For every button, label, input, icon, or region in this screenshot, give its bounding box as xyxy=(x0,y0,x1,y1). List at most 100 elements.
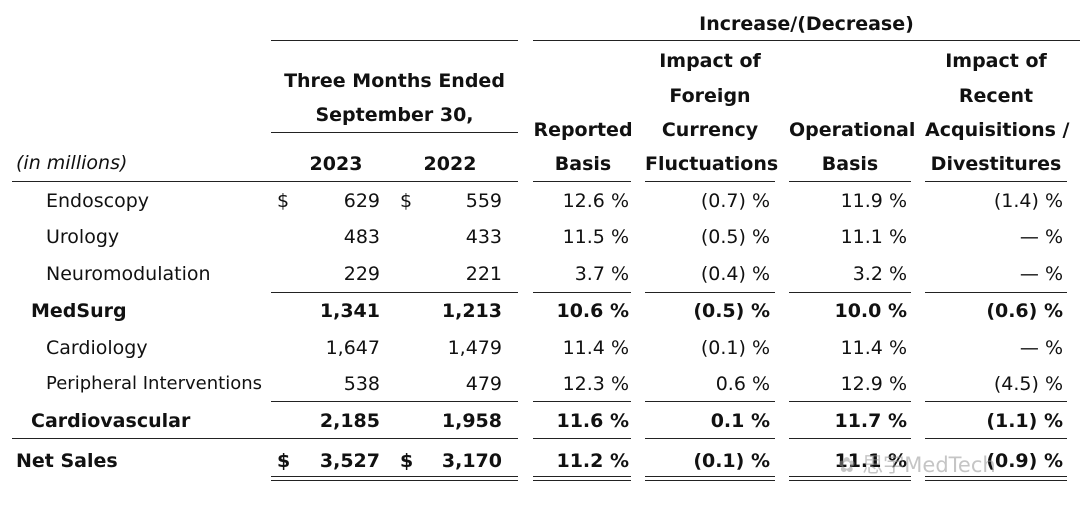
currency-symbol: $ xyxy=(277,190,290,212)
value-2022: 1,213 xyxy=(441,300,502,322)
increase-decrease-header: Increase/(Decrease) xyxy=(699,13,914,35)
subtotal-rule xyxy=(271,401,518,402)
row-label: MedSurg xyxy=(31,300,127,322)
reported-basis: 3.7 % xyxy=(574,263,629,285)
header-bottom-rule xyxy=(533,181,631,182)
period-header-line1: Three Months Ended xyxy=(284,70,505,92)
operational-basis: 12.9 % xyxy=(840,373,907,395)
wechat-icon: ✿ xyxy=(838,453,856,477)
reported-basis: 11.5 % xyxy=(562,226,629,248)
fx-impact: 0.1 % xyxy=(710,410,770,432)
acquisitions-impact: (1.4) % xyxy=(993,190,1063,212)
acquisitions-impact: — % xyxy=(1019,226,1063,248)
header-rule xyxy=(533,40,1080,41)
fx-impact: 0.6 % xyxy=(715,373,770,395)
reported-basis: 12.6 % xyxy=(562,190,629,212)
subtotal-rule xyxy=(533,401,631,402)
year-2023-header: 2023 xyxy=(309,153,363,175)
subtotal-rule xyxy=(789,292,911,293)
double-underline xyxy=(533,476,631,481)
header-bottom-rule xyxy=(12,181,518,182)
fx-impact: (0.1) % xyxy=(693,450,770,472)
period-rule xyxy=(271,132,518,133)
double-underline xyxy=(789,476,911,481)
value-2022: 1,958 xyxy=(441,410,502,432)
fx-impact: (0.5) % xyxy=(700,226,770,248)
total-rule xyxy=(12,438,518,439)
double-underline xyxy=(925,476,1067,481)
operational-header-line1: Operational xyxy=(789,119,916,141)
value-2023: 2,185 xyxy=(319,410,380,432)
fx-impact: (0.7) % xyxy=(700,190,770,212)
total-rule xyxy=(789,438,911,439)
row-label: Urology xyxy=(46,226,120,248)
header-bottom-rule xyxy=(645,181,775,182)
value-2022: 559 xyxy=(465,190,502,212)
acq-header-line1: Impact of xyxy=(945,50,1047,72)
double-underline xyxy=(271,476,518,481)
row-label: Peripheral Interventions xyxy=(46,373,262,394)
value-2023: 538 xyxy=(343,373,380,395)
fx-header-line3: Currency xyxy=(661,119,759,141)
acq-header-line3: Acquisitions / xyxy=(925,119,1070,141)
acquisitions-impact: (0.9) % xyxy=(986,450,1063,472)
reported-basis: 11.6 % xyxy=(556,410,629,432)
operational-header-line2: Basis xyxy=(821,153,879,175)
reported-header-line2: Basis xyxy=(554,153,612,175)
currency-symbol: $ xyxy=(400,190,413,212)
fx-impact: (0.1) % xyxy=(700,337,770,359)
value-2022: 3,170 xyxy=(441,450,502,472)
subtotal-rule xyxy=(925,292,1067,293)
operational-basis: 11.1 % xyxy=(840,226,907,248)
fx-header-line1: Impact of xyxy=(659,50,761,72)
total-rule xyxy=(645,438,775,439)
subtotal-rule xyxy=(789,401,911,402)
subtotal-rule xyxy=(271,292,518,293)
value-2022: 433 xyxy=(465,226,502,248)
row-label: Cardiovascular xyxy=(31,410,191,432)
value-2023: 3,527 xyxy=(319,450,380,472)
value-2023: 1,647 xyxy=(325,337,380,359)
subtotal-rule xyxy=(645,401,775,402)
currency-symbol: $ xyxy=(277,450,291,472)
acq-header-line2: Recent xyxy=(958,85,1034,107)
reported-header-line1: Reported xyxy=(533,119,633,141)
header-bottom-rule xyxy=(925,181,1067,182)
fx-impact: (0.5) % xyxy=(693,300,770,322)
reported-basis: 10.6 % xyxy=(556,300,629,322)
subtotal-rule xyxy=(925,401,1067,402)
operational-basis: 10.0 % xyxy=(834,300,907,322)
acquisitions-impact: — % xyxy=(1019,263,1063,285)
row-label: Net Sales xyxy=(16,450,118,472)
acquisitions-impact: — % xyxy=(1019,337,1063,359)
operational-basis: 11.1 % xyxy=(834,450,907,472)
total-rule xyxy=(533,438,631,439)
acquisitions-impact: (4.5) % xyxy=(993,373,1063,395)
value-2022: 1,479 xyxy=(447,337,502,359)
header-rule xyxy=(271,40,518,41)
operational-basis: 11.9 % xyxy=(840,190,907,212)
row-label: Cardiology xyxy=(46,337,148,359)
value-2023: 629 xyxy=(343,190,380,212)
value-2023: 1,341 xyxy=(319,300,380,322)
acq-header-line4: Divestitures xyxy=(930,153,1062,175)
units-label: (in millions) xyxy=(16,152,128,174)
subtotal-rule xyxy=(645,292,775,293)
fx-header-line2: Foreign xyxy=(669,85,751,107)
reported-basis: 11.4 % xyxy=(562,337,629,359)
acquisitions-impact: (0.6) % xyxy=(986,300,1063,322)
header-bottom-rule xyxy=(789,181,911,182)
value-2022: 479 xyxy=(465,373,502,395)
value-2023: 483 xyxy=(343,226,380,248)
acquisitions-impact: (1.1) % xyxy=(986,410,1063,432)
watermark-text: 思宇MedTech xyxy=(862,453,996,477)
reported-basis: 11.2 % xyxy=(556,450,629,472)
subtotal-rule xyxy=(533,292,631,293)
period-header-line2: September 30, xyxy=(315,104,474,126)
reported-basis: 12.3 % xyxy=(562,373,629,395)
operational-basis: 11.4 % xyxy=(840,337,907,359)
currency-symbol: $ xyxy=(400,450,414,472)
value-2022: 221 xyxy=(465,263,502,285)
year-2022-header: 2022 xyxy=(423,153,477,175)
